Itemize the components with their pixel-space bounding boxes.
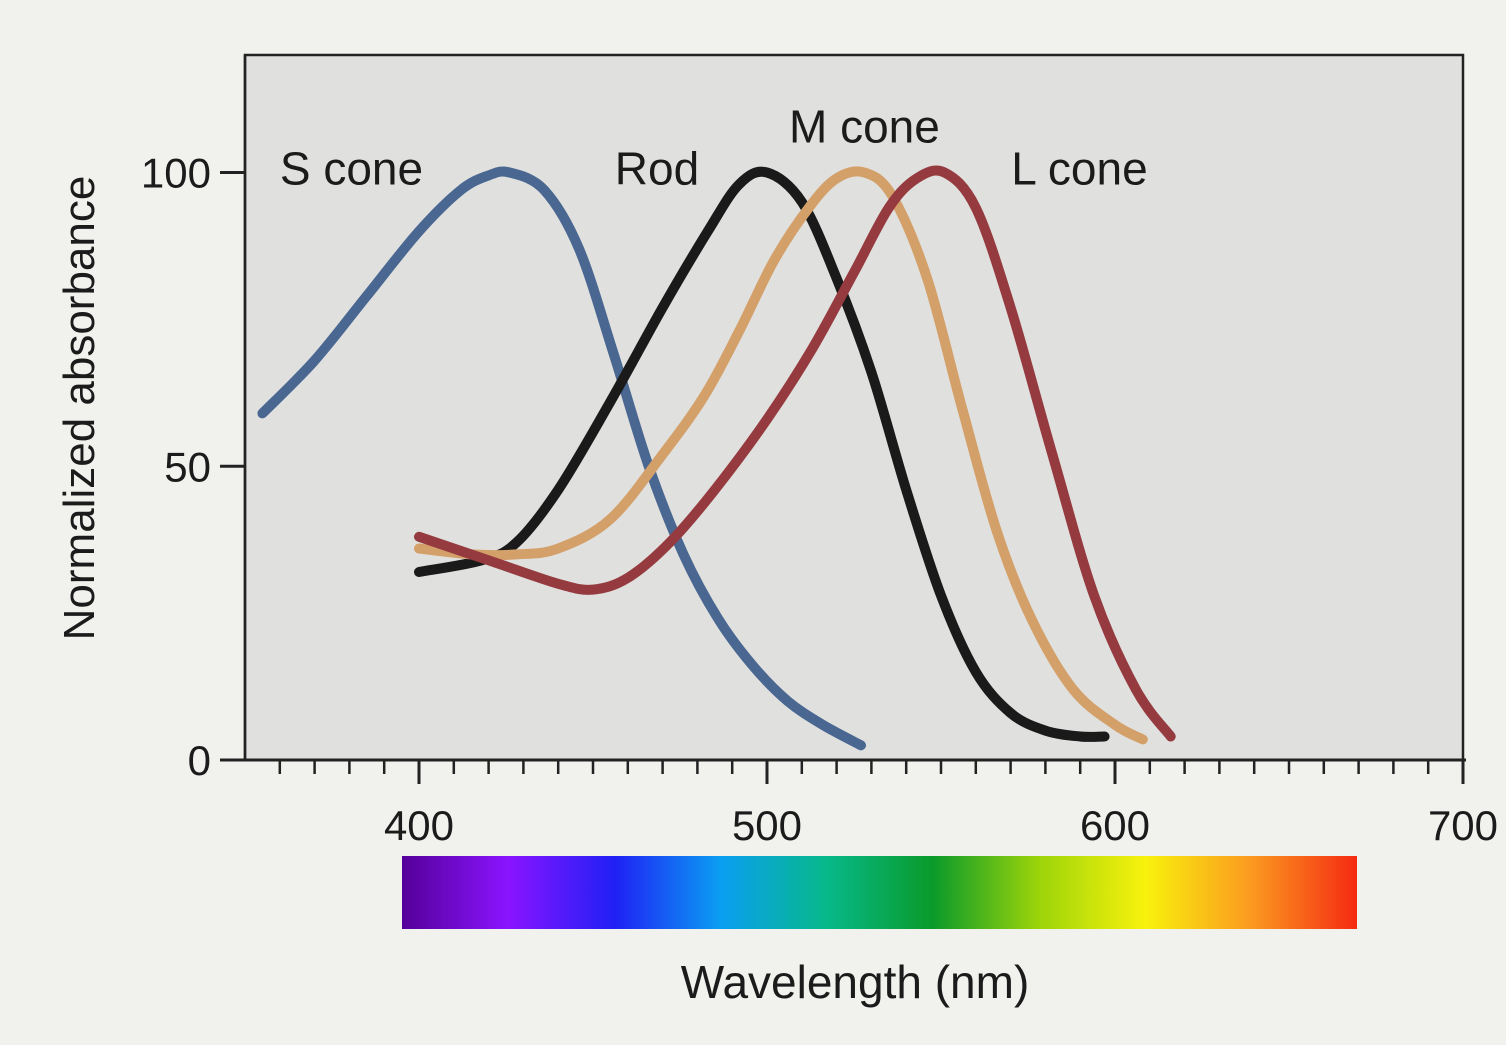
annotation-layer: S cone Rod M cone L cone xyxy=(280,101,1148,195)
x-tick-label-400: 400 xyxy=(384,802,454,849)
series-s-cone-line xyxy=(257,166,866,751)
y-tick-label-0: 0 xyxy=(188,737,211,784)
x-axis-title: Wavelength (nm) xyxy=(681,956,1030,1008)
series-m-cone-line xyxy=(414,166,1148,745)
x-tick-label-500: 500 xyxy=(732,802,802,849)
y-axis-title: Normalized absorbance xyxy=(55,176,104,641)
axis-tick-labels: 0 50 100 400 500 600 700 xyxy=(141,150,1498,850)
visible-spectrum-bar xyxy=(402,856,1357,929)
y-tick-label-100: 100 xyxy=(141,150,211,197)
label-l-cone: L cone xyxy=(1011,143,1147,195)
label-s-cone: S cone xyxy=(280,143,423,195)
x-tick-label-600: 600 xyxy=(1080,802,1150,849)
label-m-cone: M cone xyxy=(789,101,940,153)
y-tick-label-50: 50 xyxy=(164,443,211,490)
label-rod: Rod xyxy=(615,143,699,195)
x-tick-label-700: 700 xyxy=(1428,802,1498,849)
plot-area xyxy=(243,53,1465,762)
axis-ticks xyxy=(220,171,1465,784)
series-l-cone-line xyxy=(414,165,1176,742)
series-layer xyxy=(257,165,1176,751)
